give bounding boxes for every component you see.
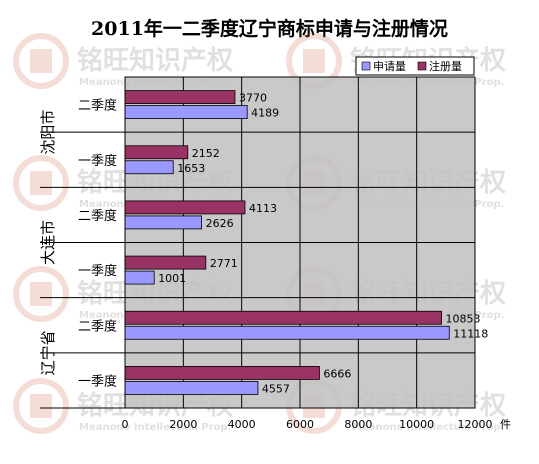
bar-registered: [124, 366, 320, 380]
x-tick-label: 12000: [458, 418, 493, 431]
bar-applied: [124, 105, 248, 119]
data-label-registered: 6666: [323, 367, 351, 380]
category-label: 二季度: [78, 98, 117, 114]
watermark-logo-mark: [30, 171, 52, 195]
legend-swatch: [417, 61, 427, 71]
watermark-logo-mark: [30, 282, 52, 306]
data-label-applied: 11118: [453, 327, 488, 340]
legend-label: 注册量: [429, 59, 462, 73]
bar-applied: [124, 160, 174, 175]
data-label-registered: 4113: [249, 202, 277, 215]
category-label: 一季度: [78, 373, 117, 389]
bar-registered: [124, 310, 442, 325]
group-label: 沈阳市: [39, 110, 57, 155]
legend: 申请量 注册量: [355, 56, 475, 76]
bar-applied: [124, 381, 259, 395]
group-label: 辽宁省: [39, 330, 57, 375]
category-label: 二季度: [78, 318, 117, 334]
legend-box: [355, 56, 475, 76]
legend-label: 申请量: [373, 60, 406, 73]
watermark-logo-mark: [30, 394, 52, 418]
x-tick-label: 4000: [228, 418, 256, 431]
data-label-applied: 4557: [262, 382, 290, 395]
bar-applied: [124, 270, 155, 285]
data-label-applied: 2626: [206, 217, 234, 230]
watermark-logo: [13, 33, 69, 89]
x-unit-label: 件: [500, 418, 511, 431]
watermark-logo: [13, 155, 69, 211]
data-label-applied: 1653: [177, 162, 205, 175]
watermark-logo: [13, 378, 69, 434]
category-label: 一季度: [78, 153, 117, 169]
bar-registered: [124, 200, 246, 215]
watermark-logo-mark: [30, 49, 52, 73]
data-label-registered: 10853: [446, 312, 481, 325]
x-tick-label: 8000: [344, 418, 372, 431]
category-label: 一季度: [78, 263, 117, 279]
category-label: 二季度: [78, 208, 117, 224]
x-tick-label: 6000: [286, 418, 314, 431]
data-label-registered: 3770: [239, 92, 267, 105]
watermark-logo: [13, 266, 69, 322]
chart-title: 2011年一二季度辽宁商标申请与注册情况: [91, 18, 448, 40]
watermark-text: 铭旺知识产权: [77, 46, 233, 76]
bar-registered: [124, 90, 236, 104]
watermark-subtext: Meanone Intellectual Prop.: [352, 422, 504, 433]
group-label: 大连市: [39, 220, 57, 265]
watermark-logo-mark: [303, 49, 325, 73]
x-tick-label: 0: [122, 418, 129, 431]
bar-registered: [124, 145, 189, 160]
bar-registered: [124, 255, 207, 270]
legend-swatch: [361, 61, 371, 71]
watermark-subtext: Meanone Intellectual Prop.: [79, 422, 231, 433]
x-tick-label: 2000: [169, 418, 197, 431]
data-label-registered: 2152: [192, 147, 220, 160]
bar-applied: [124, 215, 202, 230]
bar-applied: [124, 325, 450, 340]
data-label-applied: 4189: [251, 107, 279, 120]
data-label-registered: 2771: [210, 257, 238, 270]
x-tick-label: 10000: [399, 418, 434, 431]
data-label-applied: 1001: [158, 272, 186, 285]
